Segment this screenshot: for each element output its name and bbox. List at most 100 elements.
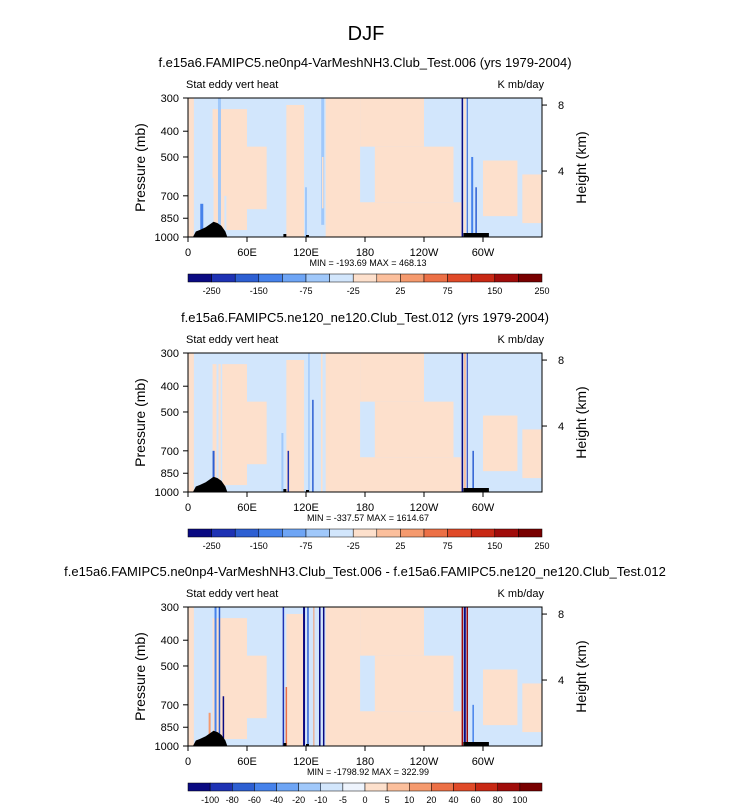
panel-3: f.e15a6.FAMIPC5.ne0np4-VarMeshNH3.Club_T… bbox=[64, 564, 666, 805]
colorbar-label: -60 bbox=[248, 795, 261, 805]
colorbar-swatch bbox=[329, 528, 354, 538]
panel-variable-label: Stat eddy vert heat bbox=[186, 334, 278, 346]
colorbar-swatch bbox=[376, 273, 401, 283]
field-streak bbox=[466, 353, 468, 492]
height-tick-label: 4 bbox=[558, 421, 564, 433]
x-tick-label: 120E bbox=[293, 756, 319, 768]
colorbar-swatch bbox=[276, 782, 299, 792]
colorbar-swatch bbox=[494, 273, 519, 283]
colorbar-swatch bbox=[320, 782, 344, 792]
colorbar-label: -250 bbox=[203, 286, 221, 296]
field-streak bbox=[461, 98, 464, 237]
topography-andes bbox=[463, 488, 489, 492]
right-axis-title: Height (km) bbox=[573, 131, 589, 203]
height-tick-label: 8 bbox=[558, 100, 564, 112]
field-patch bbox=[522, 174, 542, 224]
colorbar-label: 250 bbox=[534, 541, 549, 551]
field-streak bbox=[285, 687, 288, 746]
colorbar-label: -25 bbox=[347, 286, 360, 296]
colorbar-swatch bbox=[209, 782, 233, 792]
x-tick-label: 120E bbox=[293, 247, 319, 259]
colorbar-swatch bbox=[187, 782, 211, 792]
colorbar-swatch bbox=[364, 782, 388, 792]
field-patch bbox=[188, 607, 194, 746]
colorbar-label: 80 bbox=[493, 795, 503, 805]
field-streak bbox=[463, 98, 466, 237]
x-tick-label: 60E bbox=[237, 247, 257, 259]
colorbar-swatch bbox=[211, 528, 236, 538]
colorbar-label: 20 bbox=[426, 795, 436, 805]
colorbar-swatch bbox=[409, 782, 432, 792]
panel-title: f.e15a6.FAMIPC5.ne120_ne120.Club_Test.01… bbox=[181, 310, 549, 325]
field-streak bbox=[222, 696, 225, 746]
height-tick-label: 4 bbox=[558, 675, 564, 687]
y-tick-label: 300 bbox=[161, 348, 179, 360]
colorbar-label: -10 bbox=[314, 795, 327, 805]
colorbar-swatch bbox=[447, 273, 472, 283]
field-patch bbox=[483, 669, 518, 726]
x-tick-label: 60W bbox=[472, 247, 495, 259]
field-patch bbox=[212, 618, 247, 740]
colorbar-swatch bbox=[400, 528, 425, 538]
field-patch bbox=[286, 613, 305, 746]
field-streak bbox=[466, 98, 468, 237]
height-tick-label: 4 bbox=[558, 166, 564, 178]
field-patch bbox=[286, 359, 305, 492]
colorbar-swatch bbox=[423, 528, 448, 538]
topography-asia bbox=[192, 221, 228, 237]
field-patch bbox=[188, 353, 194, 492]
colorbar-swatch bbox=[447, 528, 472, 538]
min-max-label: MIN = -193.69 MAX = 468.13 bbox=[309, 258, 426, 268]
y-tick-label: 1000 bbox=[155, 741, 179, 753]
y-tick-label: 500 bbox=[161, 152, 179, 164]
field-streak bbox=[223, 458, 226, 492]
field-streak bbox=[282, 607, 285, 746]
y-axis-title: Pressure (mb) bbox=[132, 123, 148, 212]
colorbar-label: -40 bbox=[270, 795, 283, 805]
colorbar-swatch bbox=[431, 782, 454, 792]
field-streak bbox=[200, 203, 204, 235]
colorbar-swatch bbox=[386, 782, 410, 792]
field-patch bbox=[247, 401, 267, 465]
colorbar-label: -100 bbox=[201, 795, 219, 805]
colorbar-label: -20 bbox=[292, 795, 305, 805]
colorbar-swatch bbox=[305, 273, 330, 283]
field-streak bbox=[305, 353, 307, 492]
field-patch bbox=[374, 146, 454, 203]
field-streak bbox=[217, 98, 221, 237]
colorbar-label: 5 bbox=[385, 795, 390, 805]
colorbar-swatch bbox=[329, 273, 354, 283]
field-streak bbox=[212, 450, 215, 490]
x-tick-label: 60W bbox=[472, 502, 495, 514]
colorbar-label: 250 bbox=[534, 286, 549, 296]
colorbar-label: 25 bbox=[395, 286, 405, 296]
field-patch bbox=[325, 607, 361, 746]
field-streak bbox=[322, 607, 325, 746]
colorbar-swatch bbox=[282, 528, 307, 538]
field-streak bbox=[461, 607, 464, 746]
min-max-label: MIN = -337.57 MAX = 1614.67 bbox=[307, 513, 429, 523]
topography-andes bbox=[463, 233, 489, 237]
field-streak bbox=[220, 353, 223, 492]
y-axis-title: Pressure (mb) bbox=[132, 632, 148, 721]
field-streak bbox=[319, 607, 321, 746]
colorbar-swatch bbox=[234, 273, 260, 283]
topography-mark bbox=[283, 743, 287, 746]
colorbar-label: -25 bbox=[347, 541, 360, 551]
colorbar-swatch bbox=[475, 782, 498, 792]
colorbar-label: 60 bbox=[471, 795, 481, 805]
colorbar-label: -250 bbox=[203, 541, 221, 551]
y-tick-label: 700 bbox=[161, 191, 179, 203]
field-patch bbox=[522, 683, 542, 733]
colorbar-label: 75 bbox=[443, 286, 453, 296]
colorbar-label: 150 bbox=[487, 541, 502, 551]
field-patch bbox=[247, 655, 267, 719]
colorbar-swatch bbox=[187, 273, 212, 283]
colorbar-swatch bbox=[497, 782, 521, 792]
colorbar-swatch bbox=[423, 273, 448, 283]
field-streak bbox=[307, 607, 309, 746]
panel-title: f.e15a6.FAMIPC5.ne0np4-VarMeshNH3.Club_T… bbox=[64, 564, 666, 579]
x-tick-label: 60E bbox=[237, 756, 257, 768]
colorbar-label: 40 bbox=[448, 795, 458, 805]
